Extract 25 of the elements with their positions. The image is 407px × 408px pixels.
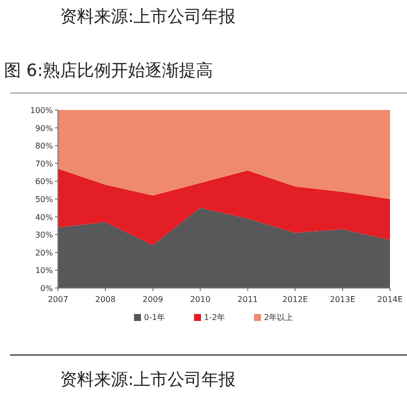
x-tick-label: 2008 <box>95 295 116 304</box>
x-tick-label: 2011 <box>238 295 258 304</box>
title: 图 6:熟店比例开始逐渐提高 <box>4 61 213 81</box>
y-tick-label: 50% <box>35 195 54 204</box>
legend-label: 0-1年 <box>144 313 166 322</box>
y-tick-label: 80% <box>35 142 54 151</box>
x-tick-label: 2014E <box>377 295 403 304</box>
x-tick-label: 2010 <box>190 295 210 304</box>
legend-label: 1-2年 <box>204 313 226 322</box>
x-tick-label: 2013E <box>330 295 356 304</box>
y-tick-label: 0% <box>40 284 54 293</box>
x-tick-label: 2009 <box>142 295 164 304</box>
y-tick-label: 100% <box>30 106 54 115</box>
legend-label: 2年以上 <box>264 313 294 322</box>
annotation: 资料来源:上市公司年报 <box>60 370 236 390</box>
y-tick-label: 30% <box>35 230 54 240</box>
y-tick-label: 60% <box>35 177 54 186</box>
y-tick-label: 40% <box>35 212 54 222</box>
x-tick-label: 2012E <box>282 295 308 304</box>
y-tick-label: 70% <box>35 159 54 168</box>
x-tick-label: 2007 <box>48 295 68 304</box>
y-tick-label: 90% <box>35 124 54 133</box>
y-tick-label: 20% <box>35 248 54 258</box>
y-tick-label: 10% <box>35 266 54 276</box>
annotation: 资料来源:上市公司年报 <box>60 7 236 27</box>
